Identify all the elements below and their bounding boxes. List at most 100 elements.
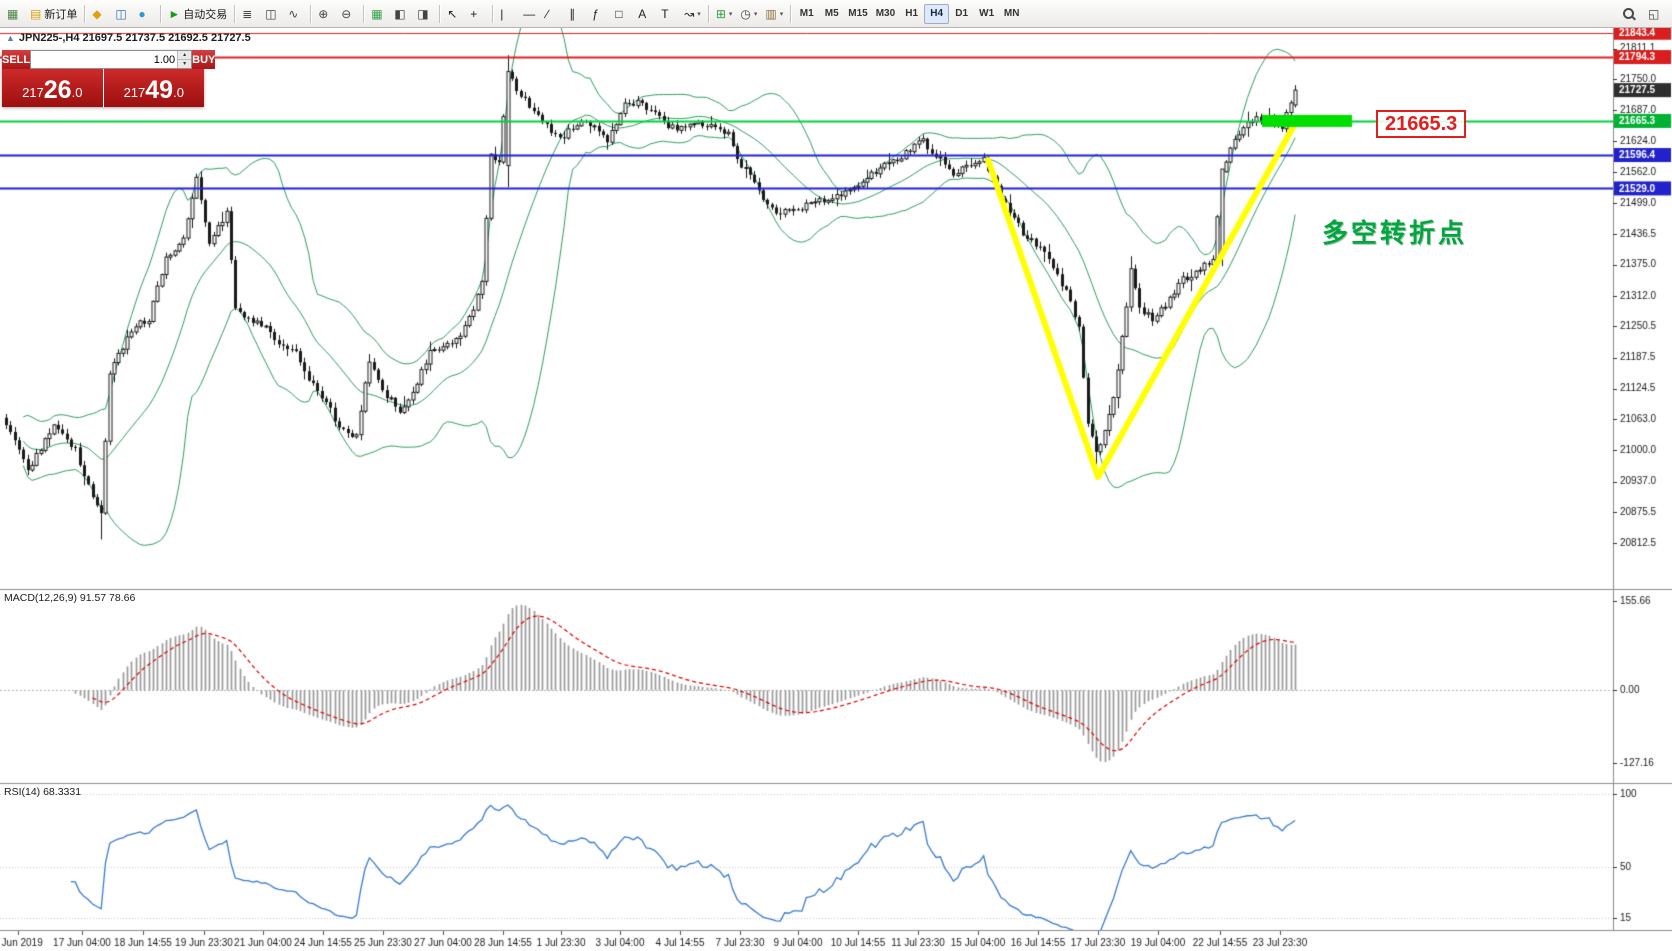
cursor[interactable]: ↖ bbox=[443, 3, 466, 25]
chart-title-text: JPN225-,H4 21697.5 21737.5 21692.5 21727… bbox=[18, 32, 251, 44]
volume-field: ▴ ▾ bbox=[30, 50, 193, 69]
toolbar-separator bbox=[310, 4, 312, 23]
vertical-line[interactable]: | bbox=[496, 3, 519, 25]
bars-chart-icon: ≣ bbox=[242, 6, 253, 21]
timeframe-m1[interactable]: M1 bbox=[794, 4, 819, 24]
chart-title: ▲ JPN225-,H4 21697.5 21737.5 21692.5 217… bbox=[6, 32, 251, 44]
sell-price-suffix: .0 bbox=[71, 85, 83, 101]
trendline-icon: ∕ bbox=[546, 6, 549, 21]
toolbar-separator bbox=[363, 4, 365, 23]
new-order-icon: ▤ bbox=[30, 6, 42, 21]
buy-price[interactable]: 217 49.0 bbox=[103, 69, 204, 107]
turning-point-note[interactable]: 多空转折点 bbox=[1322, 218, 1468, 248]
layouts[interactable]: ◆ bbox=[88, 3, 111, 25]
timeframe-m15[interactable]: M15 bbox=[844, 4, 871, 24]
timeframe-mn[interactable]: MN bbox=[999, 4, 1024, 24]
shapes-icon: □ bbox=[615, 6, 623, 21]
market-watch-icon: ◫ bbox=[115, 6, 127, 21]
arrows[interactable]: ↝ ▾ bbox=[680, 3, 705, 25]
toolbar-right-group: ◱ bbox=[1619, 3, 1672, 25]
search[interactable] bbox=[1619, 3, 1642, 25]
data-window[interactable]: ● bbox=[134, 3, 157, 25]
new-order[interactable]: ▤ 新订单 bbox=[26, 3, 81, 25]
fibonacci-icon: ƒ bbox=[592, 6, 599, 21]
trendline[interactable]: ∕ bbox=[542, 3, 565, 25]
search-icon bbox=[1623, 8, 1634, 19]
horizontal-line-icon: — bbox=[523, 6, 536, 21]
buy-price-prefix: 217 bbox=[123, 85, 146, 101]
arrows-icon: ↝ bbox=[684, 6, 695, 21]
buy-button[interactable]: BUY bbox=[192, 50, 216, 69]
toolbar-separator bbox=[439, 4, 441, 23]
candlestick-chart[interactable]: ◫ bbox=[261, 3, 284, 25]
timeframe-h1[interactable]: H1 bbox=[899, 4, 924, 24]
volume-spinner: ▴ ▾ bbox=[177, 51, 192, 68]
text-label-icon: T bbox=[661, 6, 669, 21]
zoom-out-icon: ⊖ bbox=[341, 6, 352, 21]
arrange-vertical[interactable]: ◨ bbox=[413, 3, 436, 25]
zoom-out[interactable]: ⊖ bbox=[337, 3, 360, 25]
chart-window-icon: ▲ bbox=[6, 33, 15, 43]
toolbar-separator bbox=[160, 4, 162, 23]
tile-windows-icon: ▦ bbox=[371, 6, 383, 21]
indicators-icon: ⊞ bbox=[715, 6, 726, 21]
chart-profiles[interactable]: ◱ bbox=[1644, 3, 1667, 25]
toolbar-separator bbox=[234, 4, 236, 23]
bars-chart[interactable]: ≣ bbox=[238, 3, 261, 25]
tile-windows[interactable]: ▦ bbox=[367, 3, 390, 25]
sell-button[interactable]: SELL bbox=[2, 50, 31, 69]
volume-up-button[interactable]: ▴ bbox=[178, 51, 192, 60]
layouts-icon: ◆ bbox=[92, 6, 102, 21]
crosshair[interactable]: + bbox=[466, 3, 489, 25]
new-chart-icon: ▦ bbox=[7, 6, 19, 21]
buy-price-big: 49 bbox=[145, 76, 174, 104]
toolbar-separator bbox=[492, 4, 494, 23]
macd-label: MACD(12,26,9) 91.57 78.66 bbox=[4, 592, 136, 604]
cascade-windows-icon: ◧ bbox=[394, 6, 406, 21]
new-chart[interactable]: ▦ bbox=[3, 3, 26, 25]
cascade-windows[interactable]: ◧ bbox=[390, 3, 413, 25]
equidistant-channel[interactable]: ∥ bbox=[565, 3, 588, 25]
timeframe-h4[interactable]: H4 bbox=[924, 3, 950, 24]
autotrading-icon: ► bbox=[168, 6, 181, 21]
toolbar-separator bbox=[790, 4, 792, 23]
sell-price[interactable]: 217 26.0 bbox=[2, 69, 103, 107]
text-label[interactable]: T bbox=[657, 3, 680, 25]
sell-price-prefix: 217 bbox=[22, 85, 44, 101]
toolbar-separator bbox=[84, 4, 86, 23]
timeframe-d1[interactable]: D1 bbox=[949, 4, 974, 24]
periods-dropdown-arrow: ▾ bbox=[753, 10, 758, 18]
templates[interactable]: ▥ ▾ bbox=[761, 3, 787, 25]
periods[interactable]: ◷ ▾ bbox=[736, 3, 761, 25]
toolbar-separator bbox=[707, 4, 709, 23]
timeframe-w1[interactable]: W1 bbox=[974, 4, 999, 24]
autotrading[interactable]: ► 自动交易 bbox=[164, 3, 231, 25]
price-level-label[interactable]: 21665.3 bbox=[1376, 110, 1467, 138]
horizontal-line[interactable]: — bbox=[519, 3, 542, 25]
volume-input[interactable] bbox=[31, 51, 178, 68]
autotrading-label: 自动交易 bbox=[183, 8, 228, 21]
shapes[interactable]: □ bbox=[611, 3, 634, 25]
fibonacci[interactable]: ƒ bbox=[588, 3, 611, 25]
vertical-line-icon: | bbox=[500, 6, 504, 21]
templates-dropdown-arrow: ▾ bbox=[779, 10, 784, 18]
buy-price-suffix: .0 bbox=[173, 85, 184, 101]
volume-down-button[interactable]: ▾ bbox=[178, 60, 192, 68]
timeframe-m30[interactable]: M30 bbox=[872, 4, 899, 24]
text-icon: A bbox=[638, 6, 647, 21]
timeframe-m5[interactable]: M5 bbox=[819, 4, 844, 24]
chart-profiles-icon: ◱ bbox=[1648, 6, 1660, 21]
equidistant-channel-icon: ∥ bbox=[569, 6, 576, 21]
rsi-label: RSI(14) 68.3331 bbox=[4, 786, 82, 798]
data-window-icon: ● bbox=[138, 6, 146, 21]
line-chart[interactable]: ∿ bbox=[284, 3, 307, 25]
zoom-in[interactable]: ⊕ bbox=[314, 3, 337, 25]
indicators[interactable]: ⊞ ▾ bbox=[712, 3, 737, 25]
crosshair-icon: + bbox=[470, 6, 478, 21]
market-watch[interactable]: ◫ bbox=[111, 3, 134, 25]
periods-icon: ◷ bbox=[740, 6, 751, 21]
text[interactable]: A bbox=[634, 3, 657, 25]
